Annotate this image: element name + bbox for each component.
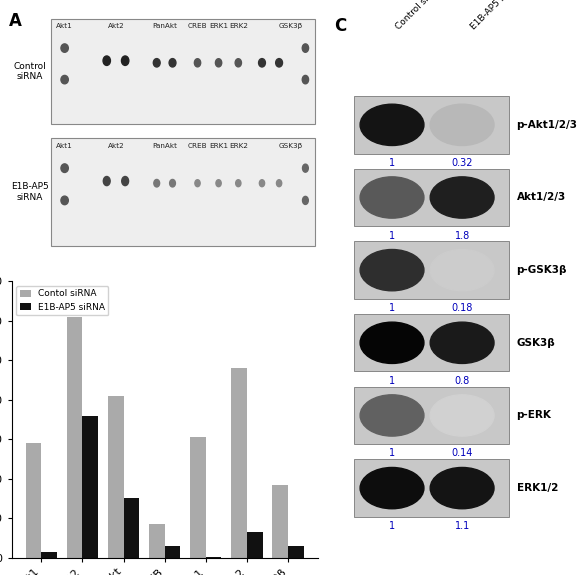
FancyBboxPatch shape: [354, 314, 509, 371]
Ellipse shape: [216, 180, 221, 187]
Ellipse shape: [104, 177, 110, 186]
Text: 1.1: 1.1: [455, 521, 470, 531]
Text: Akt2: Akt2: [108, 24, 125, 29]
Ellipse shape: [360, 104, 424, 145]
Text: 1: 1: [389, 376, 395, 386]
Bar: [149, 524, 165, 558]
Ellipse shape: [276, 59, 283, 67]
Ellipse shape: [360, 177, 424, 218]
Ellipse shape: [302, 75, 308, 84]
Ellipse shape: [122, 177, 129, 186]
Text: GSK3β: GSK3β: [517, 338, 555, 348]
Ellipse shape: [61, 44, 68, 52]
Ellipse shape: [430, 322, 494, 363]
FancyBboxPatch shape: [354, 96, 509, 154]
Bar: [123, 499, 139, 558]
Ellipse shape: [236, 180, 241, 187]
Text: ERK2: ERK2: [229, 24, 248, 29]
Ellipse shape: [154, 179, 160, 187]
Ellipse shape: [302, 44, 308, 52]
Ellipse shape: [430, 250, 494, 291]
Text: A: A: [9, 12, 22, 29]
Bar: [67, 317, 82, 558]
Text: ERK1/2: ERK1/2: [517, 483, 558, 493]
Bar: [231, 368, 247, 558]
Ellipse shape: [360, 395, 424, 436]
FancyBboxPatch shape: [354, 459, 509, 517]
Ellipse shape: [360, 322, 424, 363]
Ellipse shape: [259, 59, 266, 67]
Text: Akt1: Akt1: [56, 143, 73, 149]
Text: CREB: CREB: [188, 24, 207, 29]
Text: E1B-AP5 siRNA: E1B-AP5 siRNA: [469, 0, 523, 32]
FancyBboxPatch shape: [354, 387, 509, 444]
Ellipse shape: [170, 179, 175, 187]
Ellipse shape: [215, 59, 222, 67]
Ellipse shape: [259, 180, 264, 187]
Ellipse shape: [302, 164, 308, 172]
Text: 0.14: 0.14: [452, 448, 473, 458]
Text: PanAkt: PanAkt: [152, 24, 177, 29]
Text: 1: 1: [389, 158, 395, 168]
Text: Control siRNA: Control siRNA: [394, 0, 444, 32]
Text: GSK3β: GSK3β: [279, 24, 303, 29]
Ellipse shape: [194, 59, 201, 67]
Bar: [206, 557, 222, 558]
Text: PanAkt: PanAkt: [152, 143, 177, 149]
Ellipse shape: [430, 467, 494, 509]
Text: 0.32: 0.32: [452, 158, 473, 168]
Text: 1: 1: [389, 303, 395, 313]
Text: 1.8: 1.8: [455, 231, 470, 240]
Ellipse shape: [61, 75, 68, 84]
FancyBboxPatch shape: [354, 169, 509, 226]
Ellipse shape: [277, 180, 282, 187]
Text: C: C: [334, 17, 346, 35]
Ellipse shape: [195, 180, 200, 187]
Text: 0.18: 0.18: [452, 303, 473, 313]
Bar: [288, 546, 304, 558]
Ellipse shape: [430, 395, 494, 436]
Ellipse shape: [430, 177, 494, 218]
Bar: [273, 485, 288, 558]
Text: Control
siRNA: Control siRNA: [13, 62, 46, 81]
Text: E1B-AP5
siRNA: E1B-AP5 siRNA: [11, 182, 49, 201]
Bar: [26, 443, 42, 558]
Ellipse shape: [153, 59, 160, 67]
Ellipse shape: [235, 59, 242, 67]
Ellipse shape: [430, 104, 494, 145]
FancyBboxPatch shape: [51, 18, 315, 124]
Bar: [190, 437, 206, 558]
Ellipse shape: [61, 196, 68, 205]
Ellipse shape: [169, 59, 176, 67]
Text: 0.8: 0.8: [455, 376, 470, 386]
Text: 1: 1: [389, 448, 395, 458]
Bar: [82, 416, 98, 558]
Text: Akt2: Akt2: [108, 143, 125, 149]
Ellipse shape: [122, 56, 129, 66]
Legend: Contol siRNA, E1B-AP5 siRNA: Contol siRNA, E1B-AP5 siRNA: [16, 286, 108, 316]
Bar: [108, 396, 123, 558]
Text: ERK1: ERK1: [209, 143, 228, 149]
Bar: [42, 552, 57, 558]
Ellipse shape: [302, 197, 308, 205]
Ellipse shape: [360, 250, 424, 291]
Bar: [165, 546, 180, 558]
Text: CREB: CREB: [188, 143, 207, 149]
Text: p-Akt1/2/3: p-Akt1/2/3: [517, 120, 577, 130]
FancyBboxPatch shape: [51, 138, 315, 246]
Text: 1: 1: [389, 521, 395, 531]
Bar: [247, 532, 263, 558]
Ellipse shape: [103, 56, 111, 66]
Text: ERK2: ERK2: [229, 143, 248, 149]
FancyBboxPatch shape: [354, 242, 509, 299]
Text: ERK1: ERK1: [209, 24, 228, 29]
Ellipse shape: [360, 467, 424, 509]
Text: p-ERK: p-ERK: [517, 411, 552, 420]
Text: 1: 1: [389, 231, 395, 240]
Ellipse shape: [61, 164, 68, 172]
Text: GSK3β: GSK3β: [279, 143, 303, 149]
Text: Akt1: Akt1: [56, 24, 73, 29]
Text: p-GSK3β: p-GSK3β: [517, 265, 567, 275]
Text: Akt1/2/3: Akt1/2/3: [517, 193, 566, 202]
